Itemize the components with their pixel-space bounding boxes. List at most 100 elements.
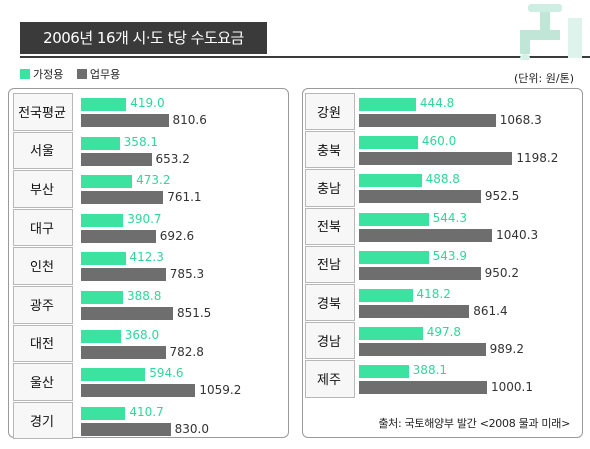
bar-business bbox=[359, 305, 470, 318]
value-label-household: 368.0 bbox=[124, 327, 160, 342]
value-label-business: 761.1 bbox=[167, 190, 202, 205]
value-label-business: 830.0 bbox=[174, 421, 209, 436]
value-label-household: 444.8 bbox=[419, 96, 455, 110]
bar-household bbox=[81, 368, 146, 382]
bar-business bbox=[359, 343, 486, 357]
bar-business bbox=[81, 229, 156, 243]
value-label-household: 388.1 bbox=[412, 363, 448, 378]
category-label: 인천 bbox=[30, 260, 54, 276]
bar-household bbox=[81, 291, 123, 304]
bar-business bbox=[359, 114, 496, 127]
value-label-business: 1000.1 bbox=[491, 380, 533, 395]
bar-business bbox=[359, 266, 481, 280]
category-label: 충북 bbox=[317, 143, 341, 159]
value-label-household: 418.2 bbox=[416, 287, 451, 301]
bar-household bbox=[81, 406, 126, 420]
bar-household bbox=[81, 175, 133, 189]
category-label: 경남 bbox=[317, 334, 341, 350]
unit-label: (단위: 원/톤) bbox=[514, 72, 574, 85]
bar-household bbox=[359, 365, 409, 379]
category-box bbox=[305, 93, 355, 131]
value-label-household: 410.7 bbox=[129, 404, 164, 419]
value-label-household: 488.8 bbox=[425, 172, 460, 187]
value-label-business: 782.8 bbox=[169, 344, 204, 359]
value-label-business: 653.2 bbox=[155, 151, 190, 166]
value-label-household: 412.3 bbox=[129, 250, 164, 265]
value-label-business: 952.5 bbox=[484, 189, 520, 204]
category-box bbox=[305, 322, 355, 360]
bar-business bbox=[359, 190, 481, 204]
bar-household bbox=[359, 136, 418, 150]
category-box bbox=[13, 170, 73, 208]
value-label-business: 851.5 bbox=[176, 306, 212, 320]
category-box bbox=[13, 324, 73, 363]
value-label-household: 419.0 bbox=[130, 96, 165, 110]
value-label-household: 390.7 bbox=[127, 211, 162, 226]
chart-panel-right: 강원 444.8 1068.3 충북 460.0 1198.2 충남 488.8 952.5 전북… bbox=[302, 88, 583, 438]
category-box bbox=[13, 363, 73, 401]
value-label-household: 460.0 bbox=[421, 134, 457, 149]
value-label-business: 810.6 bbox=[172, 113, 207, 127]
legend-label-business: 업무용 bbox=[89, 68, 121, 81]
category-box bbox=[13, 401, 73, 440]
value-label-household: 543.9 bbox=[432, 248, 467, 263]
bar-business bbox=[81, 307, 173, 320]
bar-business bbox=[359, 228, 493, 242]
bar-business bbox=[81, 152, 152, 166]
legend-label-household: 가정용 bbox=[33, 68, 64, 81]
bar-business bbox=[359, 152, 513, 166]
bar-household bbox=[359, 289, 413, 302]
bar-household bbox=[81, 98, 127, 111]
category-box bbox=[13, 286, 73, 324]
category-box bbox=[13, 131, 73, 170]
chart-panel-left: 전국평균 419.0 810.6 서울 358.1 653.2 부산 473.2 761.1 대구… bbox=[8, 88, 289, 440]
category-box bbox=[305, 169, 355, 207]
category-label: 제주 bbox=[317, 373, 341, 388]
bar-household bbox=[359, 212, 429, 226]
value-label-household: 358.1 bbox=[123, 134, 159, 149]
value-label-business: 1198.2 bbox=[516, 151, 559, 166]
value-label-household: 544.3 bbox=[432, 210, 468, 225]
bar-household bbox=[359, 98, 416, 111]
category-box bbox=[305, 207, 355, 245]
value-label-household: 388.8 bbox=[126, 289, 162, 303]
bar-business bbox=[81, 345, 166, 359]
bar-business bbox=[81, 191, 164, 205]
category-label: 광주 bbox=[30, 298, 54, 314]
value-label-business: 989.2 bbox=[489, 342, 524, 357]
category-label: 충남 bbox=[317, 182, 341, 197]
category-label: 부산 bbox=[30, 183, 54, 198]
category-label: 울산 bbox=[30, 376, 54, 391]
category-box bbox=[305, 131, 355, 169]
bar-business bbox=[81, 114, 169, 127]
bar-business bbox=[81, 384, 196, 398]
bar-household bbox=[359, 327, 423, 341]
category-label: 전북 bbox=[317, 220, 341, 236]
value-label-business: 692.6 bbox=[159, 228, 195, 243]
bar-household bbox=[359, 250, 429, 264]
value-label-business: 785.3 bbox=[169, 267, 205, 282]
category-label: 대전 bbox=[30, 337, 54, 353]
legend-swatch-household bbox=[20, 69, 30, 79]
bar-business bbox=[81, 268, 166, 282]
category-label: 경북 bbox=[317, 296, 341, 312]
category-box bbox=[305, 360, 355, 398]
category-box bbox=[13, 93, 73, 131]
legend: 가정용 업무용 bbox=[20, 66, 130, 82]
value-label-business: 861.4 bbox=[473, 304, 508, 318]
bar-business bbox=[359, 381, 487, 395]
category-label: 서울 bbox=[30, 144, 54, 160]
legend-item-household: 가정용 bbox=[20, 66, 63, 82]
category-box bbox=[305, 245, 355, 283]
faucet-icon bbox=[520, 4, 582, 60]
value-label-business: 1059.2 bbox=[199, 383, 242, 398]
bar-household bbox=[81, 252, 126, 266]
legend-item-business: 업무용 bbox=[76, 66, 121, 82]
value-label-household: 497.8 bbox=[426, 325, 462, 340]
category-box bbox=[13, 208, 73, 247]
title-rule bbox=[20, 56, 590, 58]
bar-household bbox=[81, 329, 121, 343]
bar-household bbox=[81, 136, 120, 150]
category-box bbox=[305, 284, 355, 322]
value-label-household: 473.2 bbox=[136, 173, 171, 188]
